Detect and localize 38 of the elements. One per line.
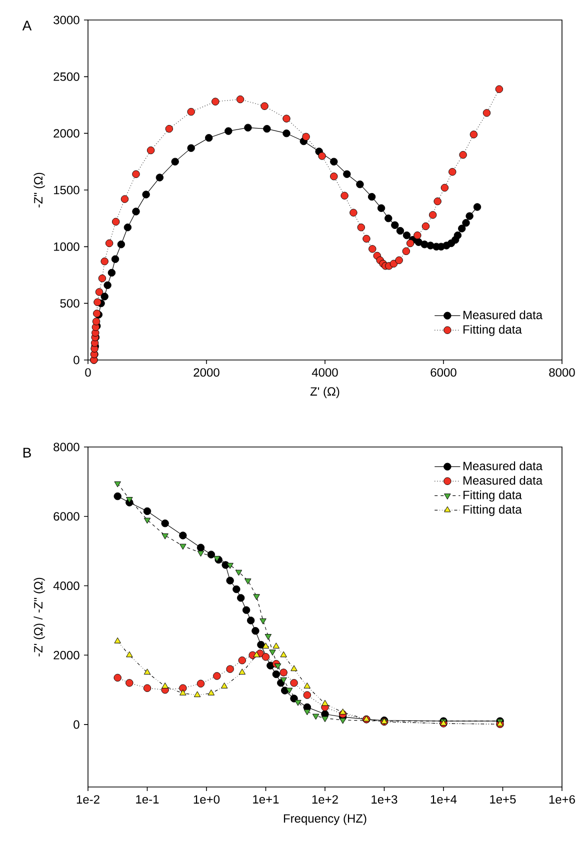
x-tick-label: 6000 bbox=[430, 368, 456, 377]
y-tick-label: 6000 bbox=[54, 512, 80, 521]
y-axis-title: -Z" (Ω) bbox=[34, 172, 45, 208]
x-tick-label: 1e+0 bbox=[194, 795, 220, 804]
y-tick-label: 1500 bbox=[54, 186, 80, 194]
chart-title: B bbox=[23, 448, 31, 458]
x-tick-label: 1e+2 bbox=[312, 795, 338, 804]
legend-label: Fitting data bbox=[464, 324, 522, 336]
x-tick-label: 1e+6 bbox=[549, 795, 575, 804]
y-tick-label: 500 bbox=[60, 299, 80, 308]
y-tick-label: 4000 bbox=[53, 582, 80, 590]
x-axis-title: Z' (Ω) bbox=[310, 386, 340, 398]
y-tick-label: 2500 bbox=[54, 72, 80, 81]
x-tick-label: 1e+4 bbox=[430, 795, 457, 804]
x-tick-label: 0 bbox=[85, 368, 91, 377]
y-tick-label: 0 bbox=[74, 720, 80, 729]
legend-label: Measured data bbox=[464, 461, 543, 470]
x-tick-label: 1e-2 bbox=[76, 795, 100, 804]
x-tick-label: 1e+1 bbox=[253, 795, 279, 804]
chart-title: A bbox=[22, 20, 32, 30]
legend-label: Measured data bbox=[464, 476, 543, 485]
x-tick-label: 2000 bbox=[194, 368, 220, 377]
legend-label: Measured data bbox=[464, 310, 543, 320]
y-tick-label: 0 bbox=[74, 356, 80, 364]
legend-label: Fitting data bbox=[464, 504, 522, 516]
x-tick-label: 1e-1 bbox=[136, 795, 159, 804]
x-tick-label: 8000 bbox=[549, 368, 575, 377]
x-tick-label: 4000 bbox=[312, 368, 338, 377]
y-tick-label: 3000 bbox=[54, 16, 80, 24]
y-axis-title: -Z' (Ω) / -Z" (Ω) bbox=[34, 578, 45, 656]
y-tick-label: 8000 bbox=[54, 442, 80, 452]
y-tick-label: 2000 bbox=[54, 650, 80, 660]
x-tick-label: 1e+3 bbox=[372, 795, 398, 804]
y-tick-label: 1000 bbox=[54, 242, 80, 251]
x-tick-label: 1e+5 bbox=[490, 795, 516, 804]
y-tick-label: 2000 bbox=[54, 129, 80, 138]
legend-label: Fitting data bbox=[464, 490, 522, 502]
x-axis-title: Frequency (HZ) bbox=[284, 814, 366, 826]
